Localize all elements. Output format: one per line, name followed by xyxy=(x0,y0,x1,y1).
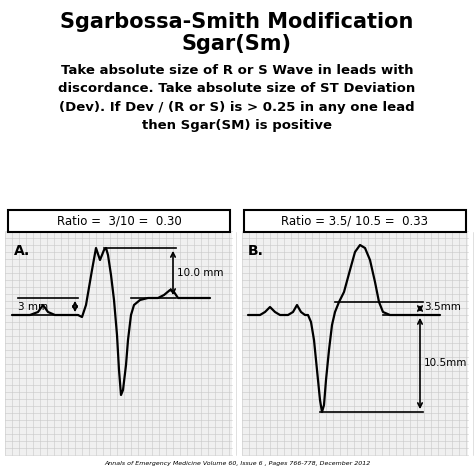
Text: Take absolute size of R or S Wave in leads with
discordance. Take absolute size : Take absolute size of R or S Wave in lea… xyxy=(58,64,416,133)
Text: Annals of Emergency Medicine Volume 60, Issue 6 , Pages 766-778, December 2012: Annals of Emergency Medicine Volume 60, … xyxy=(104,461,370,466)
Text: Ratio =  3/10 =  0.30: Ratio = 3/10 = 0.30 xyxy=(56,214,182,227)
Text: Ratio = 3.5/ 10.5 =  0.33: Ratio = 3.5/ 10.5 = 0.33 xyxy=(282,214,428,227)
Text: A.: A. xyxy=(14,244,30,258)
Bar xyxy=(5,232,232,455)
Text: Sgar(Sm): Sgar(Sm) xyxy=(182,34,292,54)
Text: 10.5mm: 10.5mm xyxy=(424,359,467,368)
Text: 3 mm: 3 mm xyxy=(18,301,48,312)
FancyBboxPatch shape xyxy=(244,210,466,232)
Text: Sgarbossa-Smith Modification: Sgarbossa-Smith Modification xyxy=(60,12,414,32)
Text: 3.5mm: 3.5mm xyxy=(424,301,461,312)
Bar xyxy=(242,232,468,455)
Text: B.: B. xyxy=(248,244,264,258)
Text: 10.0 mm: 10.0 mm xyxy=(177,268,224,278)
FancyBboxPatch shape xyxy=(8,210,230,232)
